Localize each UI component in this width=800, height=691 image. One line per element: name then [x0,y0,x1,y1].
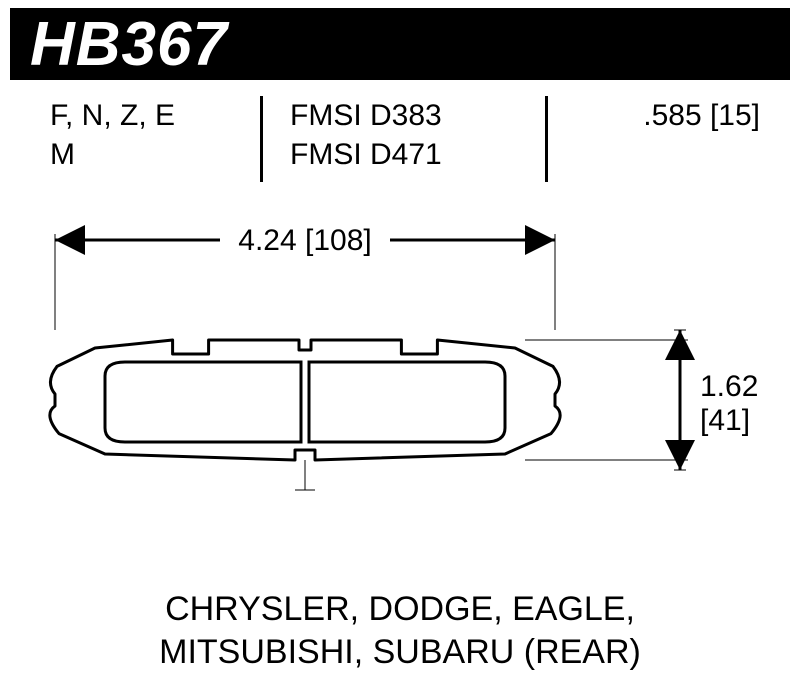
svg-text:[41]: [41] [700,404,750,437]
spec-fmsi-line2: FMSI D471 [290,135,510,174]
spec-thickness: .585 [15] [580,96,760,135]
applications-line2: MITSUBISHI, SUBARU (REAR) [0,631,800,674]
separator-2 [545,96,548,182]
svg-text:1.62: 1.62 [700,370,758,403]
spec-compounds-line1: F, N, Z, E [50,96,230,135]
svg-text:4.24 [108]: 4.24 [108] [238,224,371,257]
separator-1 [260,96,263,182]
brake-pad-diagram: 4.24 [108] 1.62[41] [0,210,800,590]
spec-col-fmsi: FMSI D383 FMSI D471 [290,96,510,174]
spec-col-compounds: F, N, Z, E M [50,96,230,174]
spec-row: F, N, Z, E M FMSI D383 FMSI D471 .585 [1… [10,96,790,186]
diagram-svg: 4.24 [108] 1.62[41] [0,210,800,590]
spec-fmsi-line1: FMSI D383 [290,96,510,135]
header-bar: HB367 [10,8,790,80]
vehicle-applications: CHRYSLER, DODGE, EAGLE, MITSUBISHI, SUBA… [0,588,800,673]
spec-col-thickness: .585 [15] [580,96,760,135]
part-number: HB367 [30,9,228,80]
applications-line1: CHRYSLER, DODGE, EAGLE, [0,588,800,631]
spec-compounds-line2: M [50,135,230,174]
